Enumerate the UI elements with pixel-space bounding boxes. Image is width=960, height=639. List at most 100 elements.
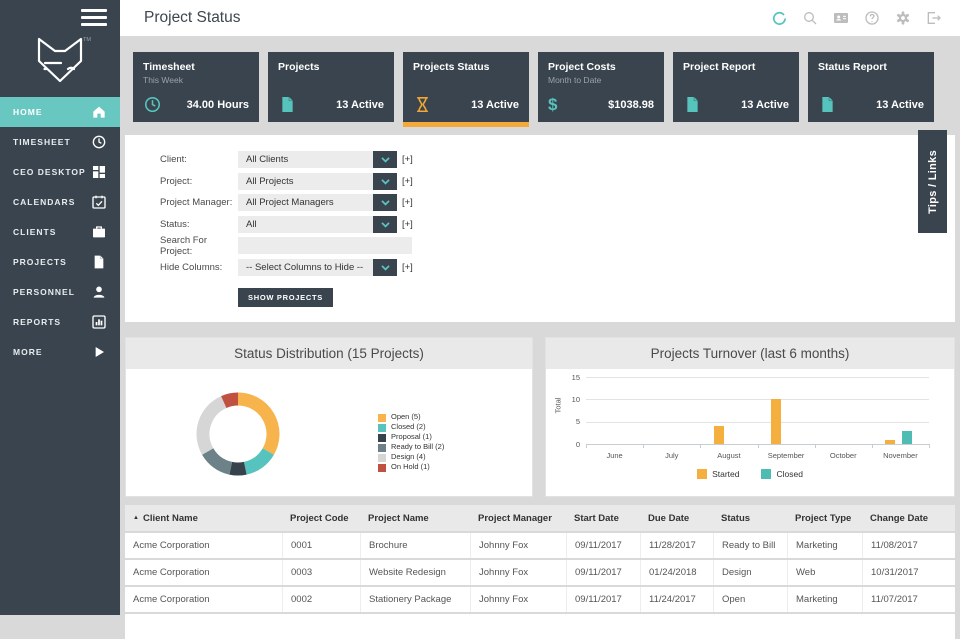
sidebar: TM HOME TIMESHEET CEO DESKTOP CALENDARS CLIE…: [0, 0, 120, 615]
legend-item-ready-to-bill-2: Ready to Bill (2): [378, 442, 444, 452]
table-cell: 09/11/2017: [566, 587, 640, 612]
clock-icon: [143, 95, 162, 114]
file-icon: [278, 95, 297, 114]
column-header-label: Change Date: [870, 512, 929, 524]
sidebar-item-label: HOME: [13, 107, 43, 117]
filter-label: Project Manager:: [160, 197, 233, 208]
sidebar-item-calendars[interactable]: CALENDARS: [0, 187, 120, 217]
search-icon[interactable]: [802, 10, 818, 26]
card-subtitle: [268, 73, 394, 84]
show-projects-button[interactable]: SHOW PROJECTS: [238, 288, 333, 307]
sidebar-item-reports[interactable]: REPORTS: [0, 307, 120, 337]
column-header-project-name[interactable]: Project Name: [360, 513, 470, 524]
table-cell: Acme Corporation: [133, 540, 210, 551]
legend-item-design-4: Design (4): [378, 452, 444, 462]
tips-links-tab[interactable]: Tips / Links: [918, 130, 947, 233]
sidebar-item-home[interactable]: HOME: [0, 97, 120, 127]
card-projects-status[interactable]: Projects Status 13 Active: [403, 52, 529, 127]
fox-logo: TM: [28, 30, 92, 90]
chevron-down-icon: [379, 196, 392, 209]
legend-label: Design (4): [391, 452, 426, 461]
card-project-report[interactable]: Project Report 13 Active: [673, 52, 799, 122]
card-timesheet[interactable]: Timesheet This Week 34.00 Hours: [133, 52, 259, 122]
hide-columns-select-value[interactable]: -- Select Columns to Hide --: [238, 258, 373, 276]
project-select-value[interactable]: All Projects: [238, 172, 373, 190]
client-select-value[interactable]: All Clients: [238, 151, 373, 168]
card-projects[interactable]: Projects 13 Active: [268, 52, 394, 122]
chevron-down-icon: [379, 218, 392, 231]
sidebar-item-clients[interactable]: CLIENTS: [0, 217, 120, 247]
project-dropdown-button[interactable]: [373, 172, 397, 190]
project-expand-control[interactable]: [+]: [402, 175, 413, 187]
card-value: 13 Active: [336, 98, 384, 111]
x-tick-label-october: October: [829, 451, 857, 460]
table-cell: Johnny Fox: [470, 560, 566, 585]
status-distribution-chart: Open (5) Closed (2) Proposal (1) Ready to B…: [126, 369, 532, 496]
table-cell: 09/11/2017: [566, 533, 640, 558]
column-header-project-code[interactable]: Project Code: [282, 513, 360, 524]
hide-columns-expand-control[interactable]: [+]: [402, 261, 413, 273]
card-value: 34.00 Hours: [186, 98, 249, 111]
refresh-icon[interactable]: [771, 10, 787, 26]
client-expand-control[interactable]: [+]: [402, 154, 413, 165]
sidebar-item-label: PERSONNEL: [13, 287, 75, 297]
client-dropdown-button[interactable]: [373, 151, 397, 168]
table-row[interactable]: Acme Corporation 0001 Brochure Johnny Fox 09…: [125, 533, 955, 558]
table-cell: 09/11/2017: [566, 560, 640, 585]
signout-icon[interactable]: [926, 10, 942, 26]
card-title: Timesheet: [143, 61, 195, 73]
column-header-due-date[interactable]: Due Date: [640, 513, 713, 524]
sidebar-item-projects[interactable]: PROJECTS: [0, 247, 120, 277]
table-cell: 0001: [282, 533, 360, 558]
column-header-client-name[interactable]: ▲ Client Name: [125, 513, 282, 524]
help-icon[interactable]: [864, 10, 880, 26]
sidebar-item-more[interactable]: MORE: [0, 337, 120, 367]
table-cell: Brochure: [360, 533, 470, 558]
sidebar-item-ceo-desktop[interactable]: CEO DESKTOP: [0, 157, 120, 187]
filter-row-client: Client: All Clients [+]: [160, 151, 413, 168]
project-manager-select-value[interactable]: All Project Managers: [238, 194, 373, 211]
status-dropdown-button[interactable]: [373, 215, 397, 233]
table-row[interactable]: Acme Corporation 0002 Stationery Package Jo…: [125, 587, 955, 612]
sidebar-item-personnel[interactable]: PERSONNEL: [0, 277, 120, 307]
card-title: Project Costs: [548, 61, 616, 73]
table-cell: Marketing: [787, 587, 862, 612]
dollar-icon: $: [548, 95, 558, 114]
project-manager-expand-control[interactable]: [+]: [402, 197, 413, 208]
column-header-project-type[interactable]: Project Type: [787, 513, 862, 524]
column-header-status[interactable]: Status: [713, 513, 787, 524]
x-tick-label-september: September: [767, 451, 805, 460]
status-expand-control[interactable]: [+]: [402, 218, 413, 230]
bar-started-september: [771, 399, 782, 444]
table-header-row: ▲ Client Name Project Code Project Name Proj…: [125, 505, 955, 531]
column-header-label: Client Name: [142, 512, 198, 524]
sidebar-item-label: CLIENTS: [13, 227, 57, 237]
sidebar-item-timesheet[interactable]: TIMESHEET: [0, 127, 120, 157]
column-header-project-manager[interactable]: Project Manager: [470, 513, 566, 524]
hourglass-icon: [413, 95, 432, 114]
file-icon: [818, 95, 837, 114]
top-header: Project Status: [120, 0, 960, 36]
legend-swatch: [697, 469, 708, 479]
table-row[interactable]: Acme Corporation 0003 Website Redesign John…: [125, 560, 955, 585]
clock-icon: [91, 134, 107, 150]
card-status-report[interactable]: Status Report 13 Active: [808, 52, 934, 122]
bar-plot-area: [586, 377, 930, 448]
hamburger-menu-icon[interactable]: [81, 9, 107, 26]
column-header-change-date[interactable]: Change Date: [862, 513, 955, 524]
settings-icon[interactable]: [895, 10, 911, 26]
chevron-down-icon: [379, 175, 392, 188]
donut-segment-open-5: [237, 392, 280, 455]
project-manager-dropdown-button[interactable]: [373, 194, 397, 211]
contacts-icon[interactable]: [833, 10, 849, 26]
x-tick-label-july: July: [665, 451, 679, 460]
x-tick-label-june: June: [606, 451, 623, 460]
column-header-start-date[interactable]: Start Date: [566, 513, 640, 524]
hide-columns-dropdown-button[interactable]: [373, 258, 397, 276]
legend-item-on-hold-1: On Hold (1): [378, 462, 444, 472]
status-select-value[interactable]: All: [238, 215, 373, 233]
search-for-project-input[interactable]: [238, 237, 412, 254]
card-project-costs[interactable]: Project Costs Month to Date $ $1038.98: [538, 52, 664, 122]
sidebar-item-label: TIMESHEET: [13, 137, 71, 147]
table-cell: 10/31/2017: [862, 560, 955, 585]
